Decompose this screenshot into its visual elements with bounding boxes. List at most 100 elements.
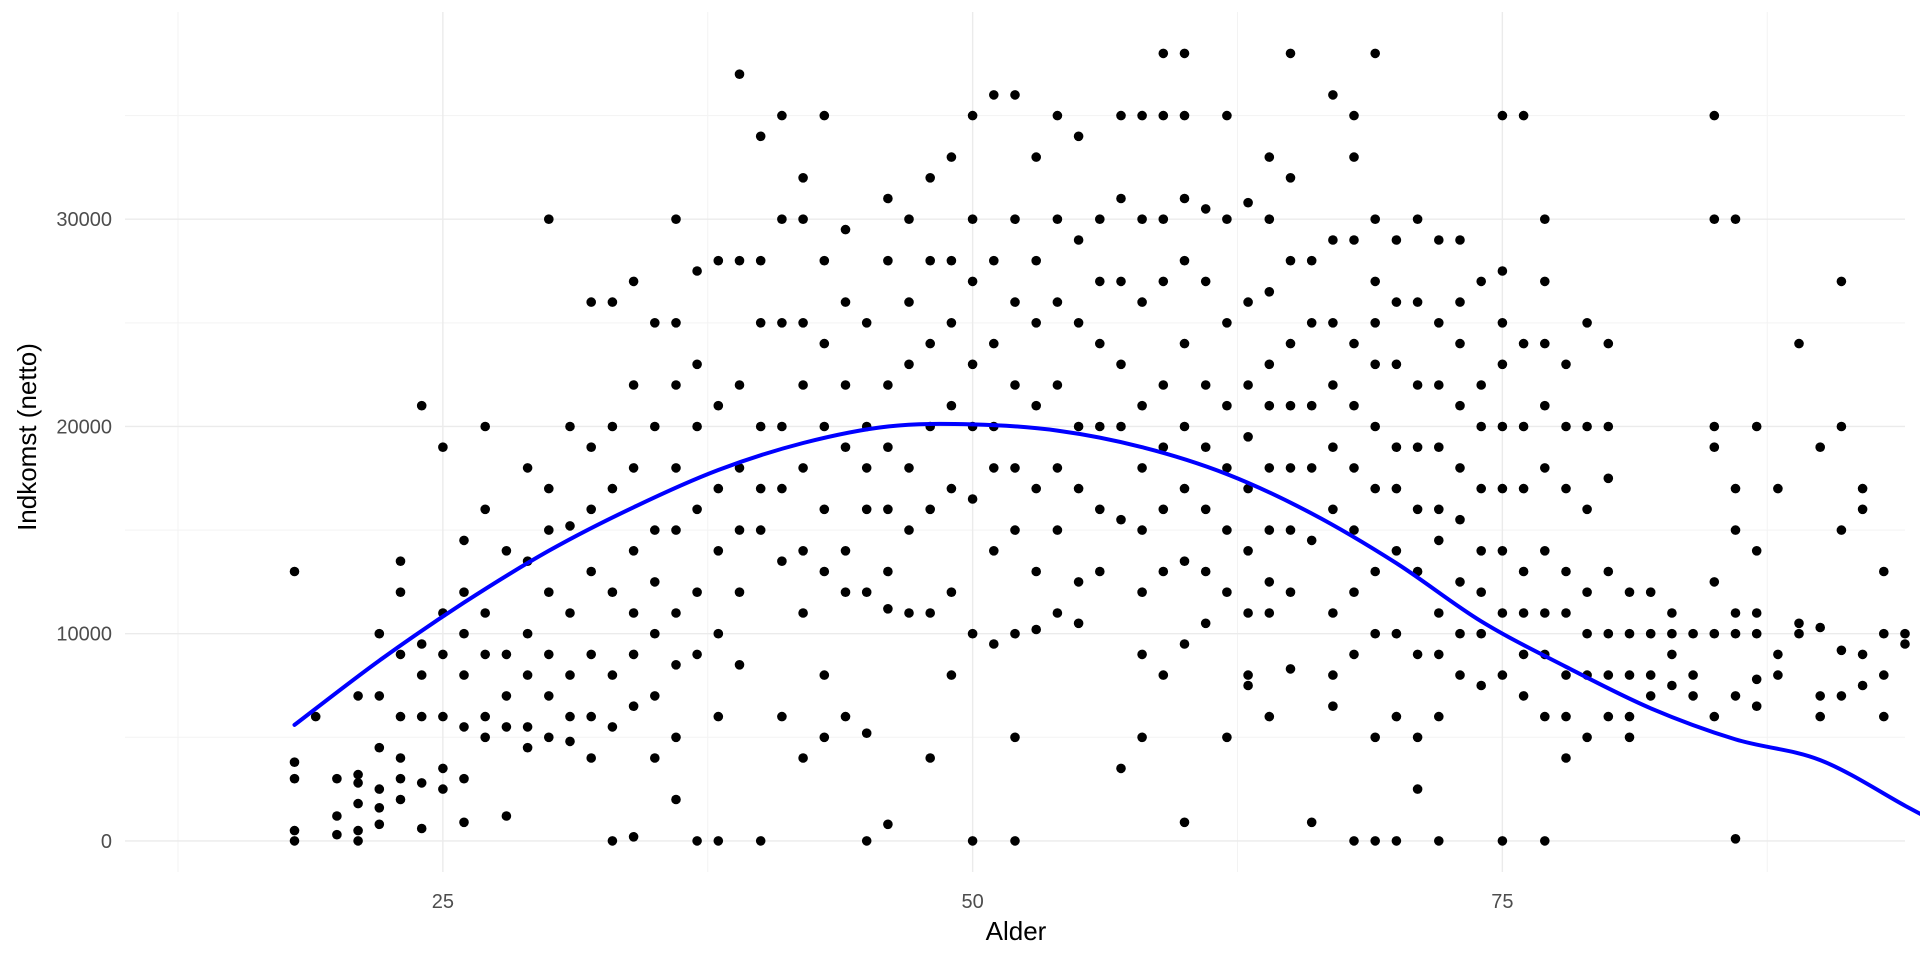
data-point <box>607 483 618 494</box>
data-point <box>1561 483 1571 494</box>
data-point <box>544 649 554 660</box>
data-point <box>671 463 681 473</box>
data-point <box>1540 276 1550 287</box>
data-point <box>395 587 406 597</box>
data-point <box>650 421 660 432</box>
data-point <box>946 400 957 411</box>
data-point <box>1900 628 1910 639</box>
data-point <box>1412 214 1423 224</box>
data-point <box>1540 400 1550 411</box>
data-point <box>1073 577 1084 587</box>
data-point <box>1434 836 1444 846</box>
data-point <box>544 525 554 535</box>
data-point <box>1561 670 1571 680</box>
data-point <box>1095 338 1105 349</box>
data-point <box>565 521 575 531</box>
data-point <box>1328 380 1338 390</box>
data-point <box>1730 483 1741 494</box>
data-point <box>1349 463 1359 473</box>
data-point <box>1476 587 1486 597</box>
data-point <box>1603 628 1614 639</box>
data-point <box>692 504 702 515</box>
data-point <box>883 566 893 577</box>
data-point <box>1667 628 1677 639</box>
data-point <box>1158 504 1169 515</box>
data-point <box>904 525 914 535</box>
data-point <box>1455 235 1465 245</box>
data-point <box>967 494 978 504</box>
data-point <box>946 587 957 597</box>
data-point <box>967 628 978 639</box>
data-point <box>1624 711 1635 722</box>
data-point <box>1328 90 1338 100</box>
data-point <box>1116 276 1126 287</box>
data-point <box>1328 608 1338 618</box>
data-point <box>734 525 745 535</box>
data-point <box>459 773 469 784</box>
data-point <box>1582 318 1592 328</box>
data-point <box>1306 817 1317 828</box>
data-point <box>1561 753 1571 763</box>
data-point <box>671 318 681 328</box>
data-point <box>755 525 766 535</box>
data-point <box>501 546 512 556</box>
data-point <box>1010 836 1020 846</box>
data-point <box>353 691 363 701</box>
data-point <box>1158 380 1169 390</box>
data-point <box>374 803 385 813</box>
data-point <box>480 504 491 515</box>
data-point <box>607 587 618 597</box>
data-point <box>777 711 787 722</box>
data-point <box>1200 276 1211 287</box>
data-point <box>1137 649 1147 660</box>
data-point <box>1518 338 1529 349</box>
data-point <box>1455 338 1465 349</box>
data-point <box>1370 732 1380 743</box>
data-point <box>1200 566 1211 577</box>
data-point <box>1794 618 1804 629</box>
data-point <box>1645 691 1656 701</box>
data-point <box>586 753 596 763</box>
data-point <box>607 297 618 307</box>
data-point <box>1836 525 1847 535</box>
data-point <box>671 214 681 224</box>
data-point <box>1391 546 1402 556</box>
fit-curve <box>292 421 1920 817</box>
data-point <box>1836 645 1847 656</box>
data-point <box>1073 421 1084 432</box>
data-point <box>1243 483 1253 494</box>
data-point <box>1073 318 1084 328</box>
data-point <box>1031 483 1041 494</box>
data-point <box>1497 546 1508 556</box>
data-point <box>1582 587 1592 597</box>
data-point <box>734 380 745 390</box>
data-point <box>1264 359 1275 370</box>
data-point <box>861 836 872 846</box>
data-point <box>374 628 385 639</box>
data-point <box>1349 110 1359 121</box>
data-point <box>1751 608 1762 618</box>
data-point <box>628 608 639 618</box>
data-point <box>565 670 575 680</box>
data-point <box>1667 608 1677 618</box>
data-point <box>1010 297 1020 307</box>
data-point <box>1010 214 1020 224</box>
data-point <box>628 463 639 473</box>
data-point <box>1730 628 1741 639</box>
data-point <box>1582 421 1592 432</box>
data-point <box>1349 338 1359 349</box>
data-point <box>1603 338 1614 349</box>
data-point <box>459 817 469 828</box>
data-point <box>1010 732 1020 743</box>
data-point <box>755 131 766 142</box>
data-point <box>1137 587 1147 597</box>
data-point <box>1773 483 1783 494</box>
data-point <box>416 670 427 680</box>
data-point <box>967 359 978 370</box>
data-point <box>395 773 406 784</box>
data-point <box>416 639 427 649</box>
data-point <box>586 442 596 453</box>
data-point <box>1285 338 1296 349</box>
data-point <box>883 442 893 453</box>
